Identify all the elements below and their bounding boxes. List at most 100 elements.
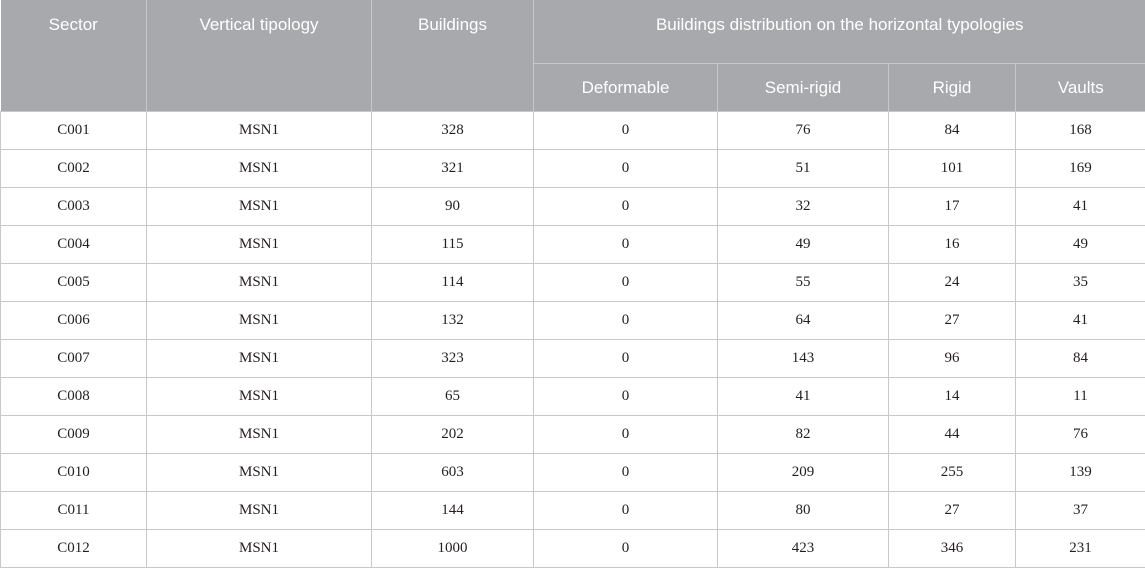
cell-rigid: 101 [889, 150, 1016, 188]
cell-sector: C004 [1, 226, 147, 264]
header-vertical-typology: Vertical tipology [147, 0, 372, 112]
cell-buildings: 202 [372, 416, 534, 454]
cell-deformable: 0 [534, 264, 718, 302]
cell-deformable: 0 [534, 454, 718, 492]
cell-rigid: 14 [889, 378, 1016, 416]
cell-sector: C010 [1, 454, 147, 492]
cell-rigid: 96 [889, 340, 1016, 378]
cell-rigid: 27 [889, 492, 1016, 530]
cell-deformable: 0 [534, 302, 718, 340]
cell-sector: C005 [1, 264, 147, 302]
cell-deformable: 0 [534, 378, 718, 416]
cell-buildings: 328 [372, 112, 534, 150]
cell-vaults: 41 [1016, 302, 1145, 340]
cell-semi-rigid: 209 [718, 454, 889, 492]
cell-semi-rigid: 64 [718, 302, 889, 340]
cell-deformable: 0 [534, 150, 718, 188]
cell-buildings: 1000 [372, 530, 534, 568]
header-deformable: Deformable [534, 64, 718, 112]
cell-vaults: 84 [1016, 340, 1145, 378]
cell-deformable: 0 [534, 188, 718, 226]
cell-vaults: 35 [1016, 264, 1145, 302]
cell-semi-rigid: 423 [718, 530, 889, 568]
cell-semi-rigid: 32 [718, 188, 889, 226]
cell-buildings: 323 [372, 340, 534, 378]
cell-buildings: 144 [372, 492, 534, 530]
cell-vertical-typology: MSN1 [147, 150, 372, 188]
cell-vaults: 49 [1016, 226, 1145, 264]
cell-rigid: 44 [889, 416, 1016, 454]
cell-deformable: 0 [534, 112, 718, 150]
cell-vertical-typology: MSN1 [147, 378, 372, 416]
cell-vaults: 11 [1016, 378, 1145, 416]
cell-vertical-typology: MSN1 [147, 492, 372, 530]
cell-rigid: 255 [889, 454, 1016, 492]
cell-rigid: 17 [889, 188, 1016, 226]
cell-vertical-typology: MSN1 [147, 264, 372, 302]
cell-vertical-typology: MSN1 [147, 188, 372, 226]
cell-rigid: 27 [889, 302, 1016, 340]
cell-sector: C012 [1, 530, 147, 568]
cell-buildings: 321 [372, 150, 534, 188]
table-header: Sector Vertical tipology Buildings Build… [1, 0, 1145, 112]
cell-vertical-typology: MSN1 [147, 302, 372, 340]
header-buildings: Buildings [372, 0, 534, 112]
header-vaults: Vaults [1016, 64, 1145, 112]
cell-deformable: 0 [534, 492, 718, 530]
cell-deformable: 0 [534, 226, 718, 264]
cell-buildings: 90 [372, 188, 534, 226]
cell-rigid: 24 [889, 264, 1016, 302]
cell-vertical-typology: MSN1 [147, 340, 372, 378]
cell-rigid: 16 [889, 226, 1016, 264]
cell-buildings: 603 [372, 454, 534, 492]
cell-semi-rigid: 82 [718, 416, 889, 454]
cell-rigid: 346 [889, 530, 1016, 568]
cell-sector: C001 [1, 112, 147, 150]
cell-vertical-typology: MSN1 [147, 112, 372, 150]
cell-sector: C008 [1, 378, 147, 416]
cell-vertical-typology: MSN1 [147, 530, 372, 568]
cell-sector: C006 [1, 302, 147, 340]
cell-vaults: 169 [1016, 150, 1145, 188]
cell-buildings: 115 [372, 226, 534, 264]
cell-semi-rigid: 76 [718, 112, 889, 150]
cell-vaults: 76 [1016, 416, 1145, 454]
cell-sector: C007 [1, 340, 147, 378]
cell-semi-rigid: 49 [718, 226, 889, 264]
cell-vaults: 231 [1016, 530, 1145, 568]
cell-semi-rigid: 51 [718, 150, 889, 188]
cell-sector: C011 [1, 492, 147, 530]
cell-semi-rigid: 41 [718, 378, 889, 416]
cell-buildings: 114 [372, 264, 534, 302]
cell-semi-rigid: 80 [718, 492, 889, 530]
cell-deformable: 0 [534, 530, 718, 568]
cell-rigid: 84 [889, 112, 1016, 150]
header-sector: Sector [1, 0, 147, 112]
cell-vaults: 168 [1016, 112, 1145, 150]
cell-vertical-typology: MSN1 [147, 416, 372, 454]
header-rigid: Rigid [889, 64, 1016, 112]
cell-sector: C002 [1, 150, 147, 188]
header-distribution: Buildings distribution on the horizontal… [534, 0, 1145, 64]
cell-vertical-typology: MSN1 [147, 226, 372, 264]
cell-vaults: 139 [1016, 454, 1145, 492]
cell-deformable: 0 [534, 340, 718, 378]
cell-buildings: 132 [372, 302, 534, 340]
cell-sector: C009 [1, 416, 147, 454]
header-semi-rigid: Semi-rigid [718, 64, 889, 112]
cell-vertical-typology: MSN1 [147, 454, 372, 492]
cell-semi-rigid: 143 [718, 340, 889, 378]
